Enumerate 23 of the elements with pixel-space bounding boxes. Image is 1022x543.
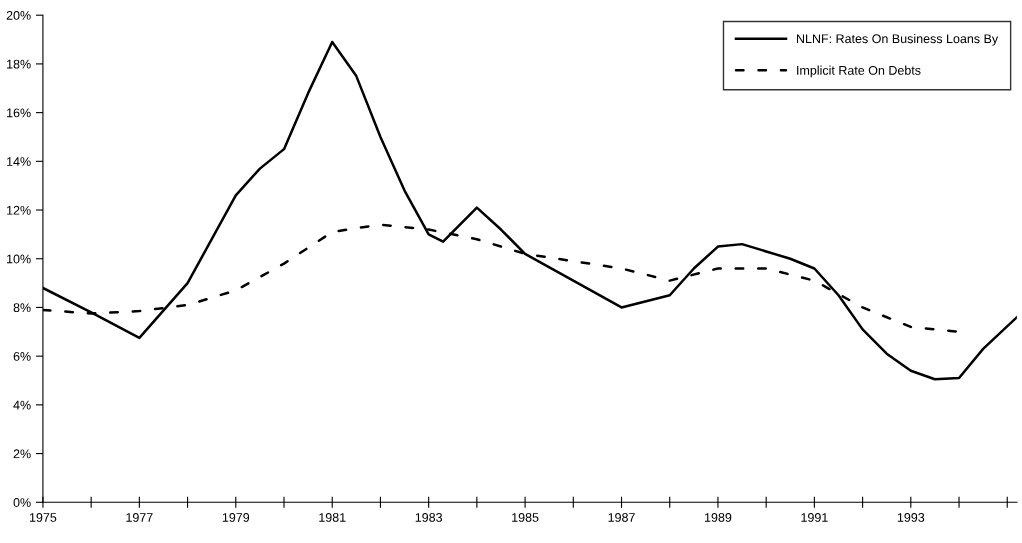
y-tick-label: 12% xyxy=(7,205,31,215)
x-tick-label: 1979 xyxy=(222,513,250,522)
legend-label: Implicit Rate On Debts xyxy=(797,65,921,78)
x-tick-label: 1985 xyxy=(512,513,539,522)
x-tick-label: 1993 xyxy=(897,513,925,522)
y-tick-label: 2% xyxy=(13,449,31,459)
x-tick-label: 1991 xyxy=(801,513,828,522)
y-tick-label: 0% xyxy=(13,498,31,507)
y-tick-label: 18% xyxy=(7,59,31,69)
x-tick-label: 1983 xyxy=(415,513,443,522)
y-tick-label: 16% xyxy=(7,108,31,118)
x-tick-label: 1981 xyxy=(319,513,346,522)
y-tick-label: 14% xyxy=(7,157,31,166)
y-tick-label: 6% xyxy=(13,351,31,361)
x-tick-label: 1987 xyxy=(608,513,635,522)
y-tick-label: 8% xyxy=(13,303,31,313)
x-tick-label: 1977 xyxy=(126,513,153,522)
x-tick-label: 1975 xyxy=(29,513,57,522)
y-tick-label: 4% xyxy=(13,400,31,410)
x-tick-label: 1989 xyxy=(705,513,732,522)
legend-label: NLNF: Rates On Business Loans By xyxy=(797,33,999,46)
y-tick-label: 20% xyxy=(6,11,31,20)
y-tick-label: 10% xyxy=(7,254,31,264)
